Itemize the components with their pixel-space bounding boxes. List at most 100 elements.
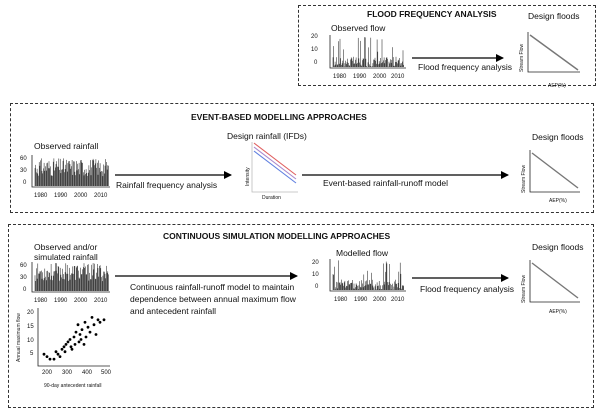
scatter-point [69, 345, 73, 349]
scatter-point [66, 340, 70, 344]
scatter-point [94, 333, 98, 336]
ifd-axes [251, 142, 298, 193]
scatter-point [62, 345, 66, 349]
tick-rain1-y0: 0 [23, 180, 27, 186]
tick-flow1-y0: 0 [314, 60, 318, 66]
tick-rain1-x1: 1990 [54, 193, 68, 199]
design-flood-axes-1 [527, 32, 580, 73]
tick-rain1-x3: 2010 [94, 193, 108, 199]
tick-rain2-x3: 2010 [94, 298, 108, 304]
tick-rain2-y2: 60 [20, 263, 27, 269]
design-flood-line-1 [529, 34, 579, 71]
tick-rain2-x2: 2000 [74, 298, 88, 304]
tick-flow2-y0: 0 [315, 284, 319, 290]
scatter-point [84, 335, 88, 339]
observed-simulated-rainfall-line2: simulated rainfall [34, 252, 98, 262]
ts-rain2-bars [34, 263, 109, 291]
design-flood-line-2 [531, 152, 579, 189]
tick-scatter-y3: 20 [27, 310, 34, 316]
scatter-point [63, 350, 67, 354]
design-flood-curve-1 [527, 32, 580, 73]
continuous-model-label-line2: dependence between annual maximum flow [130, 294, 296, 304]
ifd-curve-mid [253, 146, 297, 180]
scatter-point [68, 338, 72, 341]
ts-flow2-bars [332, 260, 404, 290]
simulated-rainfall-plot [31, 262, 110, 293]
tick-flow2-x0: 1980 [334, 297, 348, 303]
simulated-rainfall-axes [31, 262, 110, 293]
observed-flow-plot [329, 35, 406, 69]
tick-scatter-x2: 400 [82, 370, 93, 376]
tick-scatter-x3: 500 [101, 370, 112, 376]
ts-rain1-bars [34, 158, 109, 186]
event-based-title: EVENT-BASED MODELLING APPROACHES [191, 112, 367, 122]
observed-rainfall-plot [31, 155, 110, 188]
scatter-point [88, 330, 92, 334]
aep-axis-label-2: AEP(%) [549, 198, 567, 204]
duration-axis-label: Duration [262, 195, 281, 201]
scatter-point [96, 318, 100, 322]
aep-axis-label-1: AEP(%) [548, 83, 566, 89]
modelled-flow-series [332, 260, 404, 290]
tick-flow1-x0: 1980 [333, 74, 347, 80]
tick-flow2-x2: 2000 [373, 297, 387, 303]
event-based-panel [10, 103, 594, 213]
design-flood-axes-2 [529, 150, 580, 193]
tick-scatter-y2: 15 [27, 324, 34, 330]
scatter-point [64, 343, 68, 346]
design-floods-label-3: Design floods [532, 242, 584, 252]
continuous-model-label-line1: Continuous rainfall-runoff model to main… [130, 282, 295, 292]
continuous-simulation-title: CONTINUOUS SIMULATION MODELLING APPROACH… [163, 231, 391, 241]
tick-flow2-x1: 1990 [354, 297, 368, 303]
scatter-point [80, 328, 84, 331]
scatter-point [54, 350, 58, 354]
tick-rain2-y1: 30 [20, 275, 27, 281]
observed-simulated-rainfall-line1: Observed and/or [34, 242, 98, 252]
ifd-plot [251, 142, 298, 193]
tick-flow1-y2: 20 [311, 34, 318, 40]
observed-flow-axes [329, 35, 406, 69]
scatter-plot [37, 308, 110, 367]
scatter-point [58, 355, 62, 358]
design-flood-line-3 [531, 262, 579, 299]
scatter-point [73, 343, 77, 346]
tick-flow2-y2: 20 [312, 260, 319, 266]
scatter-axes [37, 308, 110, 367]
scatter-point [98, 320, 102, 324]
flood-frequency-title: FLOOD FREQUENCY ANALYSIS [367, 9, 497, 19]
tick-flow2-x3: 2010 [391, 297, 405, 303]
tick-rain1-y2: 60 [20, 156, 27, 162]
scatter-point [70, 347, 74, 351]
tick-flow1-y1: 10 [311, 47, 318, 53]
tick-flow1-x2: 2000 [373, 74, 387, 80]
tick-flow2-y1: 10 [312, 272, 319, 278]
flood-frequency-arrow-label-2: Flood frequency analysis [420, 284, 515, 294]
ts-flow1-bars [332, 37, 404, 67]
tick-rain1-y1: 30 [20, 168, 27, 174]
scatter-point [78, 333, 82, 336]
scatter-point [45, 355, 49, 358]
tick-scatter-x1: 300 [62, 370, 73, 376]
tick-scatter-x0: 200 [42, 370, 53, 376]
scatter-point [90, 316, 94, 319]
design-rainfall-label: Design rainfall (IFDs) [227, 131, 307, 141]
tick-scatter-y1: 10 [27, 338, 34, 344]
flood-frequency-panel [298, 5, 596, 86]
scatter-point [60, 347, 64, 351]
modelled-flow-axes [329, 259, 406, 292]
observed-rainfall-series [34, 158, 109, 186]
tick-rain2-y0: 0 [23, 287, 27, 293]
scatter-point [79, 338, 83, 341]
modelled-flow-label: Modelled flow [336, 248, 388, 258]
simulated-rainfall-series [34, 263, 109, 291]
aep-axis-label-3: AEP(%) [549, 309, 567, 315]
scatter-point [86, 325, 90, 329]
ifd-curve-red [253, 142, 297, 176]
scatter-point [56, 352, 60, 356]
tick-flow1-x3: 2010 [391, 74, 405, 80]
modelled-flow-plot [329, 259, 406, 292]
scatter-point [92, 323, 96, 327]
design-floods-label-2: Design floods [532, 132, 584, 142]
event-model-arrow-label: Event-based rainfall-runoff model [323, 178, 449, 188]
